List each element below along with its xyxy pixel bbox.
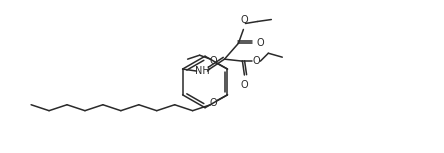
Text: O: O	[253, 56, 260, 66]
Text: O: O	[241, 15, 248, 25]
Text: O: O	[210, 98, 218, 108]
Text: O: O	[241, 80, 248, 90]
Text: O: O	[210, 56, 218, 66]
Text: O: O	[256, 38, 264, 48]
Text: NH: NH	[195, 66, 210, 76]
